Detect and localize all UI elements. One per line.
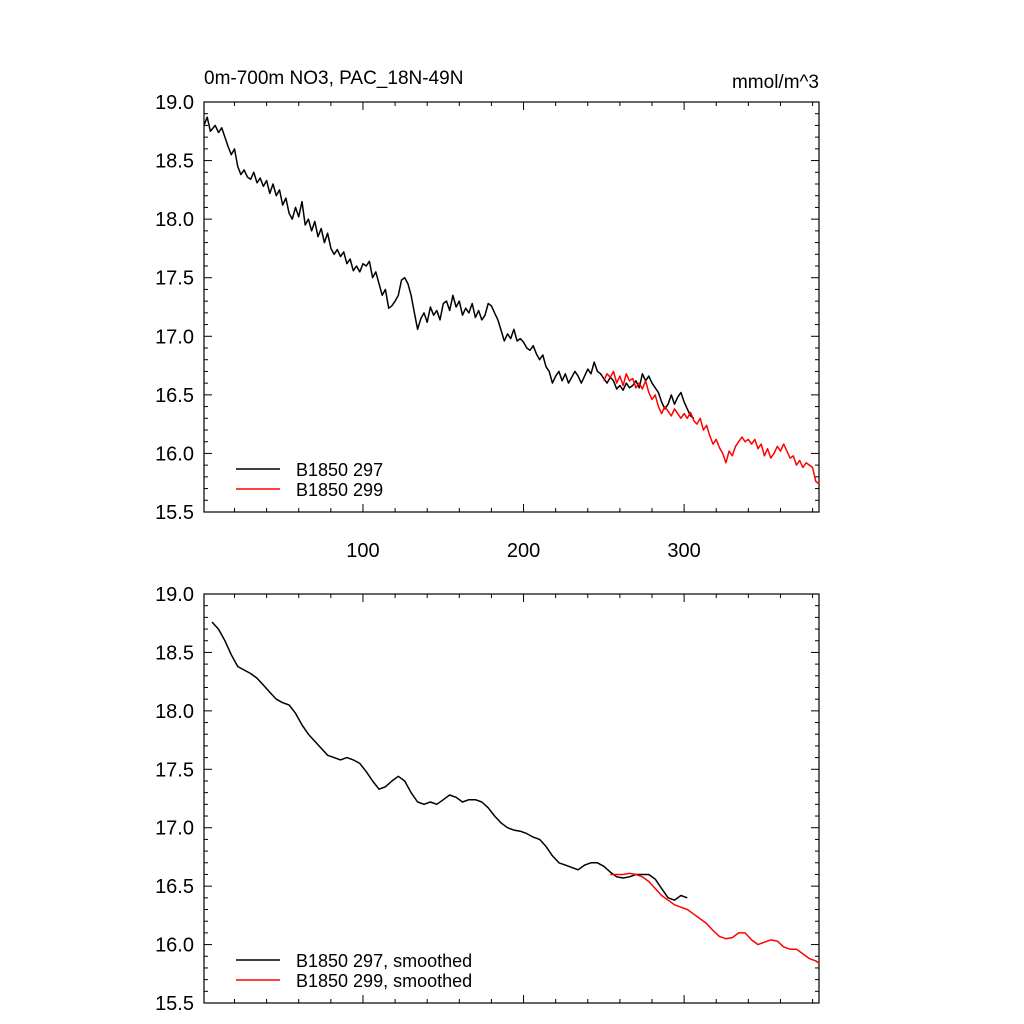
panel-bottom-y-tick-label: 18.0 xyxy=(155,701,194,723)
panel-top-y-tick-label: 15.5 xyxy=(155,502,194,524)
panel-top-y-tick-label: 18.0 xyxy=(155,209,194,231)
panel-bottom-y-tick-label: 18.5 xyxy=(155,642,194,664)
panel-bottom-series-2-line xyxy=(610,872,820,964)
panel-top-y-tick-label: 18.5 xyxy=(155,151,194,173)
panel-top-legend-label-1: B1850 297 xyxy=(296,460,383,480)
panel-top-x-tick-label: 200 xyxy=(507,540,540,562)
panel-bottom-y-tick-label: 15.5 xyxy=(155,993,194,1015)
panel-top-y-tick-label: 17.0 xyxy=(155,326,194,348)
panel-top-y-tick-label: 19.0 xyxy=(155,92,194,114)
panel-bottom-series-1-line xyxy=(211,621,688,901)
panel-top-legend-label-2: B1850 299 xyxy=(296,480,383,500)
panel-bottom-y-tick-label: 16.5 xyxy=(155,876,194,898)
panel-top-x-tick-label: 100 xyxy=(346,540,379,562)
panel-top-y-tick-label: 16.5 xyxy=(155,385,194,407)
panel-top-frame xyxy=(203,101,820,513)
bottom-panel: 15.5 16.0 16.5 17.0 17.5 18.0 18.5 19.0 B1850 29… xyxy=(155,584,820,1015)
panel-bottom-legend-label-1: B1850 297, smoothed xyxy=(296,951,472,971)
chart-units: mmol/m^3 xyxy=(732,72,819,93)
panel-bottom-frame xyxy=(203,593,820,1004)
top-panel: 15.5 16.0 16.5 17.0 17.5 18.0 18.5 19.0 100 200 30… xyxy=(155,92,820,562)
panel-top-series-2-line xyxy=(603,370,820,485)
panel-bottom-y-tick-label: 17.5 xyxy=(155,759,194,781)
panel-top-y-tick-label: 17.5 xyxy=(155,268,194,290)
panel-bottom-y-tick-label: 17.0 xyxy=(155,818,194,840)
chart-title: 0m-700m NO3, PAC_18N-49N xyxy=(204,68,463,89)
panel-bottom-y-tick-label: 16.0 xyxy=(155,935,194,957)
panel-top-y-tick-label: 16.0 xyxy=(155,443,194,465)
panel-top-series-1-line xyxy=(203,116,695,419)
panel-bottom-legend-label-2: B1850 299, smoothed xyxy=(296,971,472,991)
panel-top-x-tick-label: 300 xyxy=(667,540,700,562)
panel-bottom-y-tick-label: 19.0 xyxy=(155,584,194,606)
